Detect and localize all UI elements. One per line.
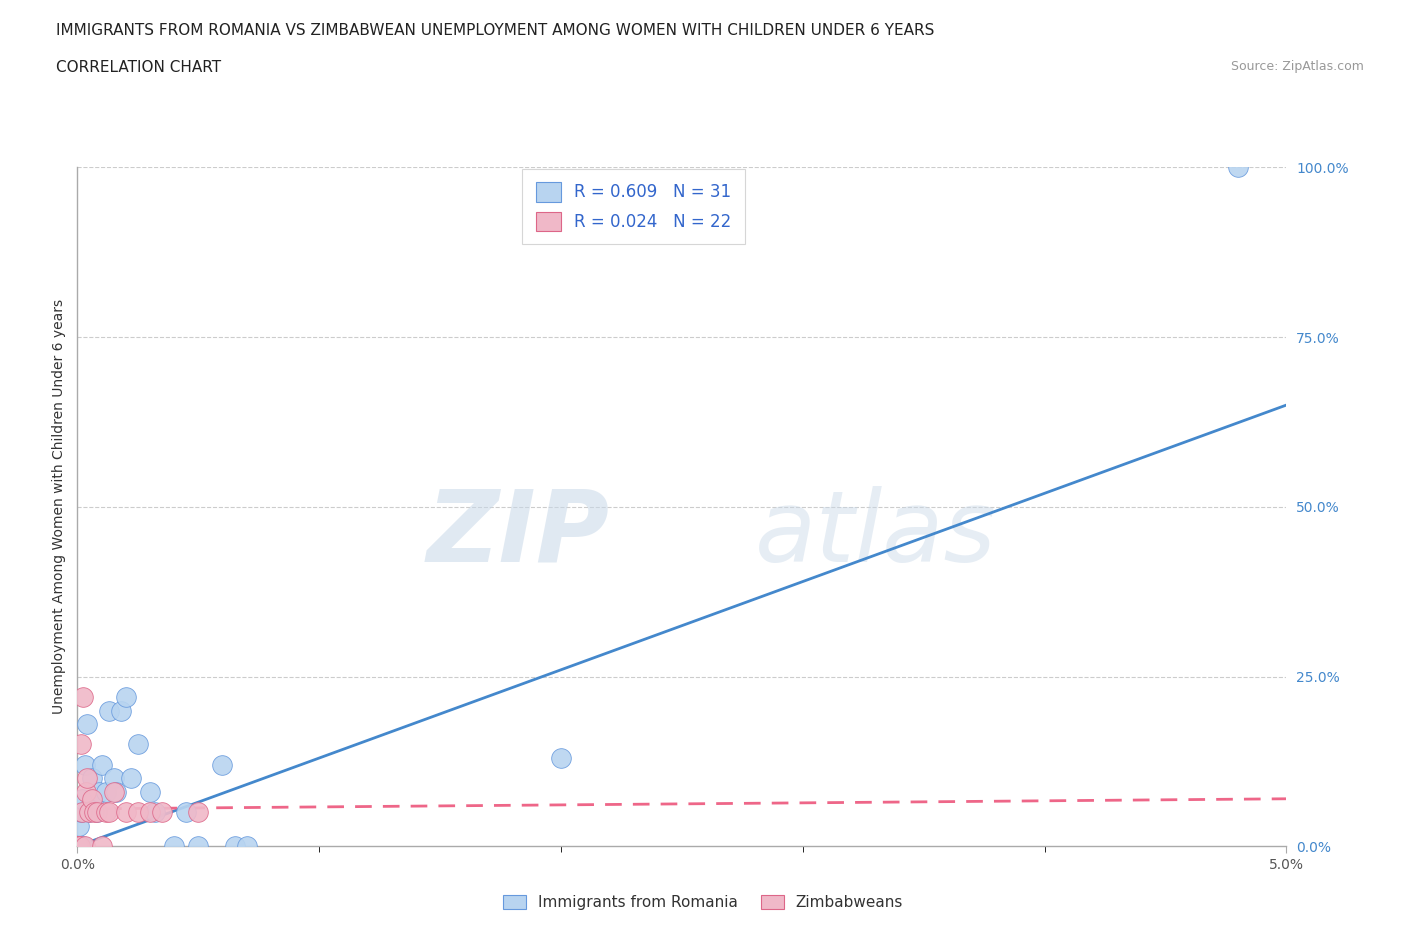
Point bbox=[83, 805, 105, 820]
Point bbox=[73, 757, 96, 772]
Point bbox=[550, 751, 572, 765]
Point bbox=[211, 757, 233, 772]
Text: atlas: atlas bbox=[755, 485, 995, 582]
Point bbox=[1227, 160, 1250, 175]
Point bbox=[79, 805, 101, 820]
Point bbox=[76, 717, 98, 732]
Point bbox=[79, 805, 101, 820]
Point bbox=[235, 839, 257, 854]
Point bbox=[83, 791, 105, 806]
Point bbox=[76, 771, 98, 786]
Legend: Immigrants from Romania, Zimbabweans: Immigrants from Romania, Zimbabweans bbox=[495, 887, 911, 918]
Text: IMMIGRANTS FROM ROMANIA VS ZIMBABWEAN UNEMPLOYMENT AMONG WOMEN WITH CHILDREN UND: IMMIGRANTS FROM ROMANIA VS ZIMBABWEAN UN… bbox=[56, 23, 935, 38]
Point bbox=[96, 785, 118, 800]
Point bbox=[75, 785, 97, 800]
Point bbox=[73, 839, 96, 854]
Point bbox=[67, 818, 90, 833]
Point bbox=[69, 839, 91, 854]
Point bbox=[127, 805, 149, 820]
Point bbox=[96, 805, 118, 820]
Point bbox=[163, 839, 186, 854]
Text: Source: ZipAtlas.com: Source: ZipAtlas.com bbox=[1230, 60, 1364, 73]
Text: CORRELATION CHART: CORRELATION CHART bbox=[56, 60, 221, 75]
Point bbox=[224, 839, 246, 854]
Point bbox=[187, 805, 209, 820]
Point bbox=[139, 805, 162, 820]
Point bbox=[67, 839, 90, 854]
Point bbox=[103, 785, 125, 800]
Point bbox=[67, 839, 90, 854]
Point bbox=[80, 791, 103, 806]
Point bbox=[97, 805, 120, 820]
Point bbox=[103, 771, 125, 786]
Point bbox=[97, 703, 120, 718]
Point bbox=[114, 689, 136, 704]
Y-axis label: Unemployment Among Women with Children Under 6 years: Unemployment Among Women with Children U… bbox=[52, 299, 66, 714]
Text: ZIP: ZIP bbox=[426, 485, 609, 582]
Point bbox=[70, 805, 93, 820]
Point bbox=[70, 791, 93, 806]
Point bbox=[105, 785, 128, 800]
Point bbox=[72, 839, 94, 854]
Point bbox=[86, 805, 108, 820]
Point bbox=[90, 839, 112, 854]
Point bbox=[70, 737, 93, 751]
Point bbox=[120, 771, 142, 786]
Point bbox=[72, 689, 94, 704]
Point bbox=[174, 805, 197, 820]
Point bbox=[87, 785, 110, 800]
Point bbox=[150, 805, 173, 820]
Legend: R = 0.609   N = 31, R = 0.024   N = 22: R = 0.609 N = 31, R = 0.024 N = 22 bbox=[523, 169, 745, 244]
Point bbox=[70, 805, 93, 820]
Point bbox=[90, 757, 112, 772]
Point bbox=[110, 703, 132, 718]
Point bbox=[127, 737, 149, 751]
Point bbox=[86, 805, 108, 820]
Point bbox=[139, 785, 162, 800]
Point bbox=[69, 839, 91, 854]
Point bbox=[80, 771, 103, 786]
Point bbox=[143, 805, 166, 820]
Point bbox=[187, 839, 209, 854]
Point bbox=[114, 805, 136, 820]
